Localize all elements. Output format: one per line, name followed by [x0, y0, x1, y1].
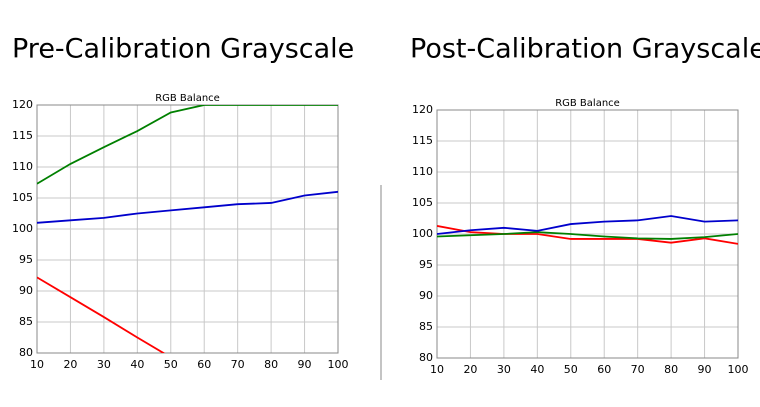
x-tick-label: 60: [597, 363, 611, 376]
plot-area: [437, 215, 738, 245]
y-tick-label: 120: [12, 98, 33, 111]
series-line: [437, 231, 738, 240]
x-tick-label: 90: [298, 358, 312, 371]
y-tick-label: 115: [412, 134, 433, 147]
chart-title: Post-Calibration Grayscale: [410, 34, 760, 65]
chart-title: Pre-Calibration Grayscale: [12, 34, 354, 65]
x-tick-label: 100: [728, 363, 749, 376]
plot-title: RGB Balance: [155, 93, 220, 104]
y-tick-label: 115: [12, 129, 33, 142]
x-tick-label: 10: [30, 358, 44, 371]
x-tick-label: 80: [264, 358, 278, 371]
y-tick-label: 110: [12, 160, 33, 173]
x-tick-label: 50: [564, 363, 578, 376]
y-tick-label: 95: [419, 258, 433, 271]
plot-frame: [36, 104, 339, 354]
y-tick-label: 95: [19, 253, 33, 266]
x-tick-label: 80: [664, 363, 678, 376]
series-line: [37, 276, 166, 353]
series-line: [37, 190, 338, 224]
x-tick-label: 40: [530, 363, 544, 376]
plot-title: RGB Balance: [555, 98, 620, 109]
y-tick-label: 100: [12, 222, 33, 235]
x-tick-label: 10: [430, 363, 444, 376]
x-tick-label: 20: [63, 358, 77, 371]
series-line: [437, 215, 738, 235]
x-tick-label: 30: [497, 363, 511, 376]
x-tick-label: 70: [631, 363, 645, 376]
x-tick-label: 90: [698, 363, 712, 376]
y-tick-label: 90: [419, 289, 433, 302]
x-tick-label: 70: [231, 358, 245, 371]
y-tick-label: 105: [412, 196, 433, 209]
x-tick-label: 40: [130, 358, 144, 371]
y-tick-label: 90: [19, 284, 33, 297]
y-tick-label: 110: [412, 165, 433, 178]
y-tick-label: 100: [412, 227, 433, 240]
y-tick-label: 80: [419, 351, 433, 364]
x-tick-label: 20: [463, 363, 477, 376]
x-tick-label: 60: [197, 358, 211, 371]
y-tick-label: 85: [19, 315, 33, 328]
series-line: [37, 105, 338, 185]
y-tick-label: 85: [419, 320, 433, 333]
plot-area: [37, 105, 338, 353]
y-tick-label: 120: [412, 103, 433, 116]
x-tick-label: 50: [164, 358, 178, 371]
series-line: [437, 225, 738, 245]
y-tick-label: 105: [12, 191, 33, 204]
x-tick-label: 100: [328, 358, 349, 371]
y-tick-label: 80: [19, 346, 33, 359]
x-tick-label: 30: [97, 358, 111, 371]
